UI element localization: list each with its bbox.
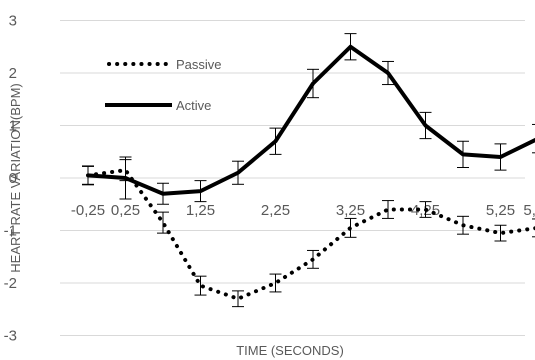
y-tick-labels: -3 -2 -1 0 1 2 3 [4,13,17,345]
y-tick-label: -1 [4,223,17,240]
x-tick-label: 1,25 [186,202,215,219]
error-bar [194,275,207,296]
series-active [82,33,535,205]
error-bar [269,273,282,293]
x-tick-label: -0,25 [71,202,105,219]
legend-label: Active [176,98,211,113]
error-bar [532,123,535,154]
series-passive [82,159,535,308]
error-bar [157,211,169,234]
x-tick-label: 5,25 [486,202,515,219]
y-tick-label: 1 [9,118,17,135]
error-bar [494,224,507,242]
y-tick-label: -3 [4,328,17,345]
y-axis-title: HEART RATE VARIATION(BPM) [8,83,23,272]
x-tick-label: 5,75 [523,202,535,219]
error-bar [232,290,244,308]
series-line [87,44,535,196]
series-group [82,33,535,308]
x-axis-title: TIME (SECONDS) [236,343,344,358]
y-tick-label: 0 [9,170,17,187]
series-line [86,168,535,301]
error-bar [532,218,535,238]
legend-entry-passive: Passive [107,57,222,72]
legend-label: Passive [176,57,222,72]
y-tick-label: -2 [4,275,17,292]
legend: Passive Active [105,57,222,113]
x-tick-label: 3,25 [336,202,365,219]
gridlines [60,20,525,336]
x-tick-label: 2,25 [261,202,290,219]
error-bar [382,200,394,219]
x-tick-label: 0,25 [111,202,140,219]
legend-entry-active: Active [105,98,211,113]
y-tick-label: 3 [9,13,17,30]
y-tick-label: 2 [9,65,17,82]
